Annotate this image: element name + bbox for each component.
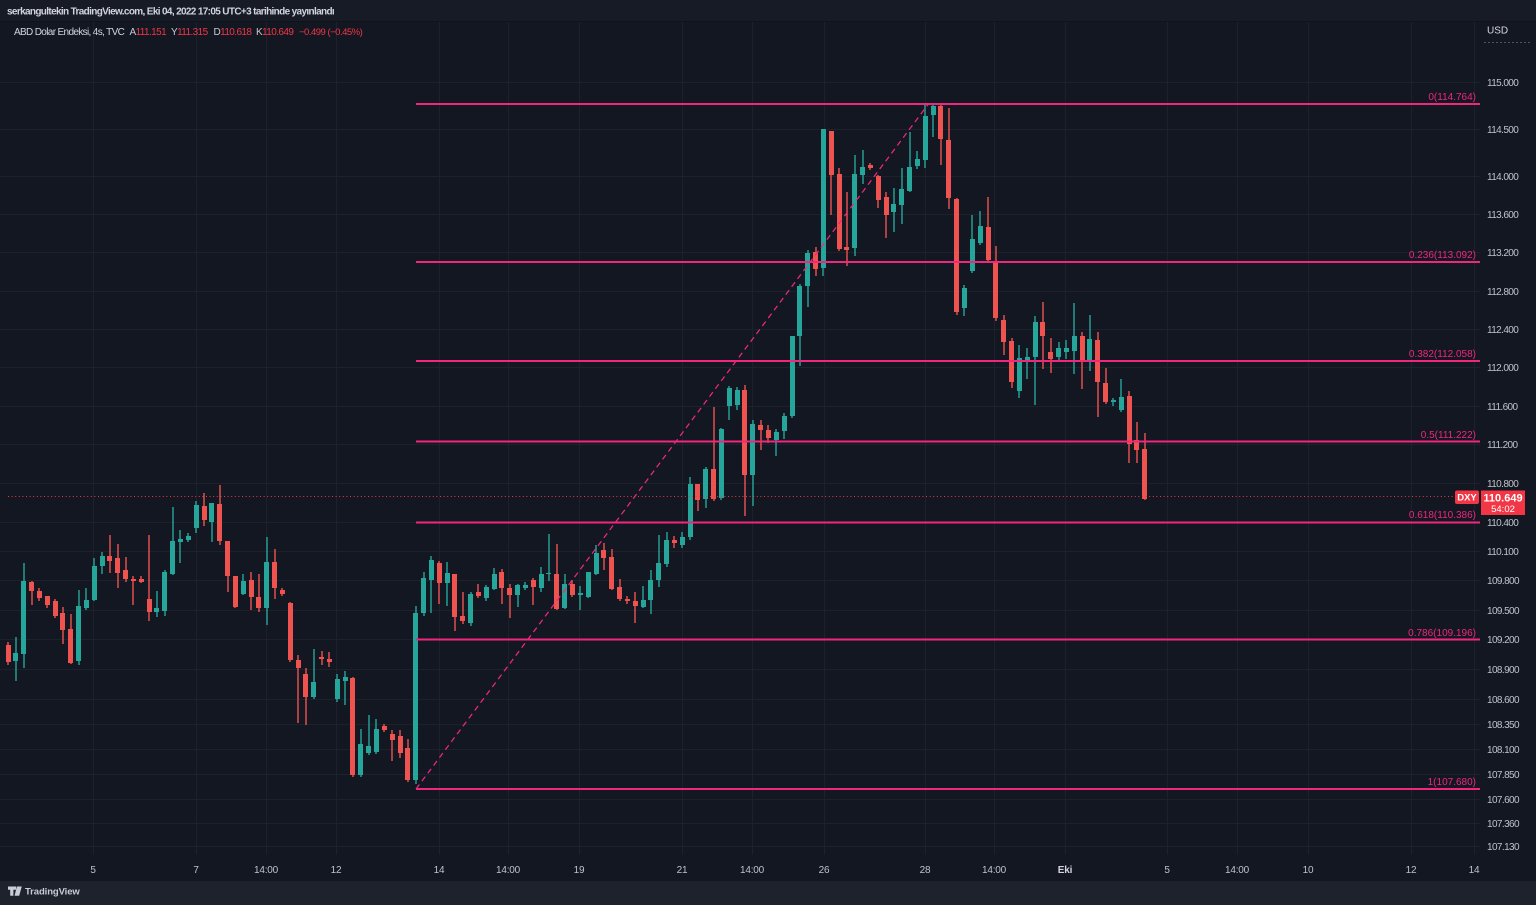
svg-text:114.500: 114.500 xyxy=(1487,125,1519,136)
svg-text:TradingView: TradingView xyxy=(25,887,80,898)
svg-text:Y111.315: Y111.315 xyxy=(171,27,209,38)
svg-text:ABD Dolar Endeksi, 4s, TVC: ABD Dolar Endeksi, 4s, TVC xyxy=(14,27,125,38)
svg-text:USD: USD xyxy=(1487,26,1508,37)
svg-text:109.800: 109.800 xyxy=(1487,576,1520,587)
svg-text:108.900: 108.900 xyxy=(1487,665,1520,676)
svg-text:110.649: 110.649 xyxy=(1483,493,1522,505)
svg-text:5: 5 xyxy=(90,865,96,876)
svg-text:108.350: 108.350 xyxy=(1487,720,1520,731)
svg-text:12: 12 xyxy=(331,865,342,876)
svg-text:21: 21 xyxy=(677,865,688,876)
svg-text:112.400: 112.400 xyxy=(1487,325,1519,336)
svg-text:0.5(111.222): 0.5(111.222) xyxy=(1421,430,1476,441)
svg-text:107.600: 107.600 xyxy=(1487,795,1520,806)
svg-text:DXY: DXY xyxy=(1457,493,1477,504)
svg-text:K110.649: K110.649 xyxy=(256,27,294,38)
svg-text:114.000: 114.000 xyxy=(1487,172,1519,183)
svg-text:109.200: 109.200 xyxy=(1487,635,1520,646)
svg-text:10: 10 xyxy=(1303,865,1314,876)
svg-text:19: 19 xyxy=(574,865,585,876)
svg-text:14:00: 14:00 xyxy=(740,865,765,876)
svg-text:14:00: 14:00 xyxy=(496,865,521,876)
svg-text:108.600: 108.600 xyxy=(1487,695,1520,706)
svg-text:110.100: 110.100 xyxy=(1487,547,1519,558)
svg-text:112.000: 112.000 xyxy=(1487,363,1519,374)
svg-text:111.200: 111.200 xyxy=(1487,440,1519,451)
svg-text:54:02: 54:02 xyxy=(1491,504,1515,515)
svg-text:14:00: 14:00 xyxy=(1225,865,1250,876)
svg-text:111.600: 111.600 xyxy=(1487,402,1519,413)
svg-text:28: 28 xyxy=(920,865,931,876)
svg-text:14:00: 14:00 xyxy=(982,865,1007,876)
svg-text:115.000: 115.000 xyxy=(1487,78,1519,89)
svg-text:110.400: 110.400 xyxy=(1487,518,1519,529)
svg-text:A111.151: A111.151 xyxy=(130,27,168,38)
svg-text:0.236(113.092): 0.236(113.092) xyxy=(1409,250,1476,261)
svg-text:107.130: 107.130 xyxy=(1487,842,1520,853)
svg-text:109.500: 109.500 xyxy=(1487,606,1520,617)
svg-text:113.200: 113.200 xyxy=(1487,248,1519,259)
svg-text:−0.499 (−0.45%): −0.499 (−0.45%) xyxy=(299,27,363,38)
svg-text:7: 7 xyxy=(193,865,199,876)
svg-text:107.850: 107.850 xyxy=(1487,770,1520,781)
svg-text:14:00: 14:00 xyxy=(254,865,279,876)
svg-text:D110.618: D110.618 xyxy=(214,27,253,38)
svg-text:0.786(109.196): 0.786(109.196) xyxy=(1408,628,1476,639)
svg-text:0.382(112.058): 0.382(112.058) xyxy=(1409,349,1476,360)
svg-text:5: 5 xyxy=(1164,865,1170,876)
svg-text:0(114.764): 0(114.764) xyxy=(1428,92,1476,103)
svg-text:0.618(110.386): 0.618(110.386) xyxy=(1409,510,1476,521)
svg-text:12: 12 xyxy=(1406,865,1417,876)
svg-text:14: 14 xyxy=(1469,865,1480,876)
svg-text:14: 14 xyxy=(434,865,445,876)
svg-text:112.800: 112.800 xyxy=(1487,287,1519,298)
svg-text:113.600: 113.600 xyxy=(1487,210,1519,221)
svg-text:110.800: 110.800 xyxy=(1487,479,1519,490)
svg-text:108.100: 108.100 xyxy=(1487,745,1520,756)
svg-text:serkangultekin TradingView.com: serkangultekin TradingView.com, Eki 04, … xyxy=(7,7,335,18)
svg-text:26: 26 xyxy=(819,865,830,876)
svg-text:107.360: 107.360 xyxy=(1487,819,1520,830)
svg-text:Eki: Eki xyxy=(1058,865,1073,876)
svg-text:1(107.680): 1(107.680) xyxy=(1428,777,1476,788)
